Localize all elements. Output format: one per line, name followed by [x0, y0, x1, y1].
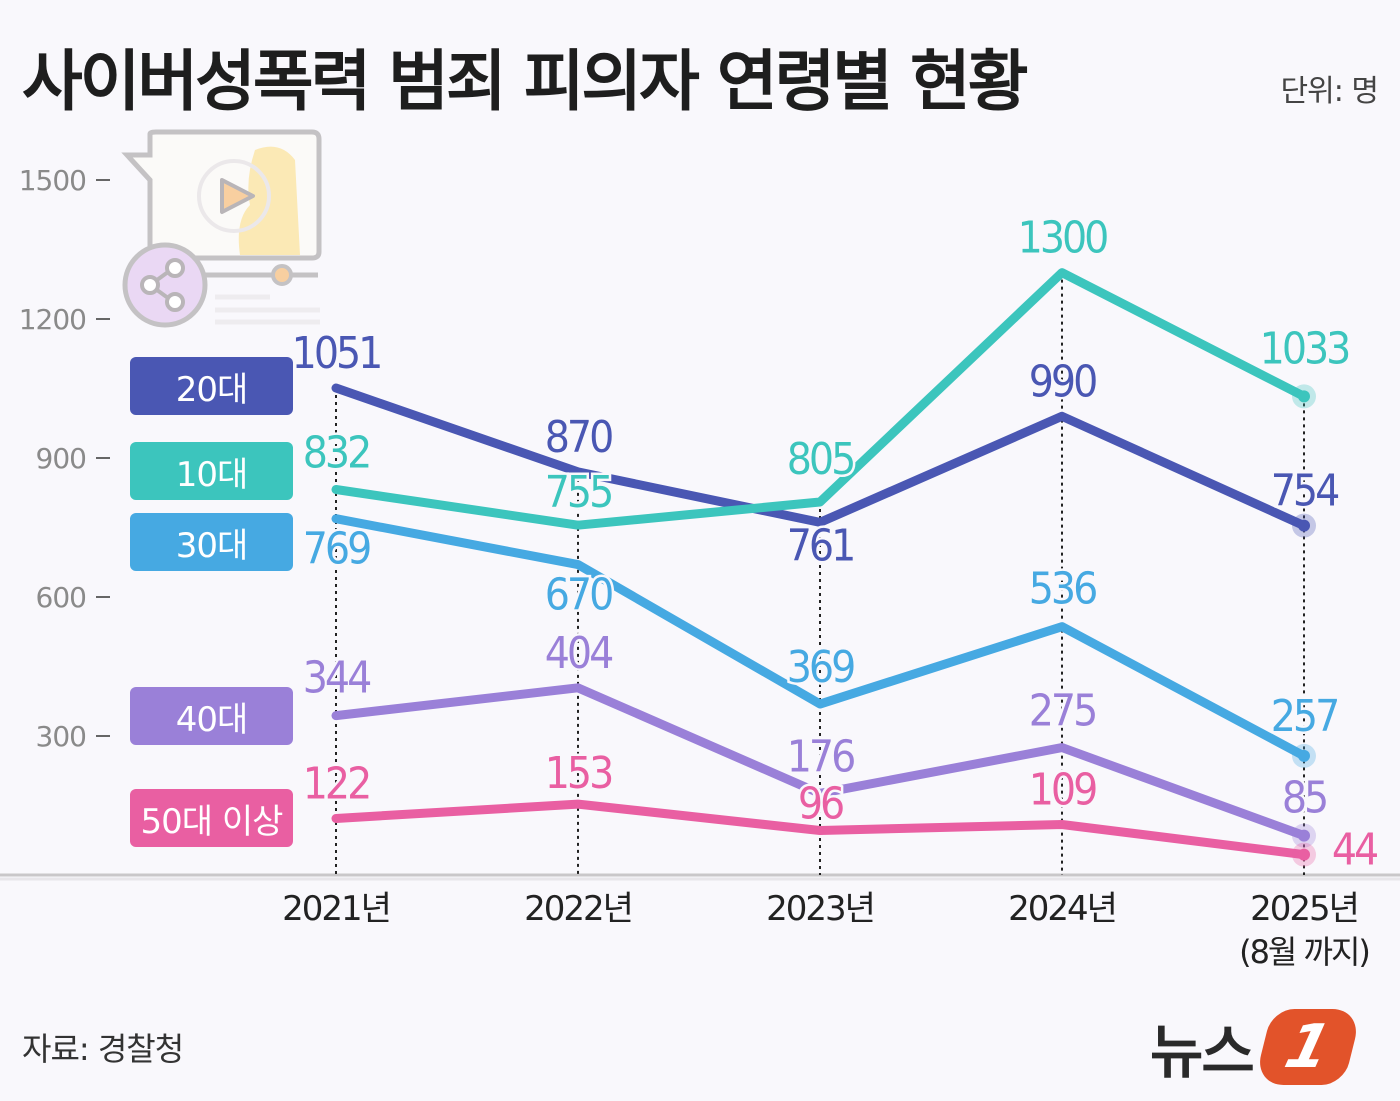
data-label: 153 — [545, 748, 612, 799]
data-point-core — [1298, 390, 1310, 403]
data-label: 85 — [1282, 773, 1326, 824]
data-point-core — [1298, 848, 1310, 861]
data-label: 275 — [1029, 686, 1096, 737]
source-label: 자료: 경찰청 — [22, 1030, 184, 1068]
data-point — [1058, 743, 1066, 752]
data-point — [332, 514, 340, 523]
data-label: 755 — [545, 467, 612, 518]
y-tick-label: 300 — [36, 720, 86, 753]
data-label: 761 — [787, 520, 854, 571]
data-point — [332, 384, 340, 393]
series-line-1 — [331, 268, 1309, 530]
data-point — [1058, 412, 1066, 421]
data-label: 754 — [1271, 466, 1338, 517]
data-label: 176 — [787, 731, 854, 782]
x-tick-label: 2025년 — [1250, 889, 1358, 929]
data-label: 536 — [1029, 564, 1096, 615]
data-point — [1058, 622, 1066, 631]
data-point — [816, 826, 824, 835]
x-tick-note: (8월 까지) — [1239, 933, 1369, 971]
data-point — [816, 498, 824, 507]
legend-40s: 40대 — [130, 687, 293, 745]
data-label: 1033 — [1260, 323, 1350, 374]
data-label: 122 — [303, 758, 370, 809]
data-point — [574, 560, 582, 569]
data-point — [574, 683, 582, 692]
x-tick-label: 2023년 — [766, 889, 874, 929]
data-point — [816, 518, 824, 527]
data-point — [816, 789, 824, 798]
data-point — [574, 521, 582, 530]
legend-20s: 20대 — [130, 357, 293, 415]
news1-logo: 뉴스 1 — [1150, 1005, 1363, 1089]
legend-50s-plus: 50대 이상 — [130, 789, 293, 847]
data-point — [816, 700, 824, 709]
data-label: 1051 — [292, 328, 381, 379]
data-label: 257 — [1271, 691, 1338, 742]
data-point-core — [1298, 829, 1310, 842]
y-tick-label: 1200 — [19, 303, 86, 336]
unit-label: 단위: 명 — [1280, 74, 1379, 109]
y-tick-label: 900 — [36, 442, 86, 475]
x-tick-label: 2022년 — [524, 889, 632, 929]
data-label: 990 — [1029, 356, 1096, 407]
legend-10s: 10대 — [130, 442, 293, 500]
data-point — [332, 485, 340, 494]
legend-30s: 30대 — [130, 513, 293, 571]
data-point — [1058, 820, 1066, 829]
data-label: 769 — [303, 524, 370, 575]
data-label: 44 — [1332, 825, 1377, 876]
data-label: 96 — [798, 779, 843, 830]
y-tick-label: 600 — [36, 581, 86, 614]
data-label: 870 — [545, 412, 612, 463]
data-label: 832 — [303, 428, 370, 479]
data-point — [574, 800, 582, 809]
data-point — [1058, 268, 1066, 277]
data-point-core — [1298, 749, 1310, 762]
data-point — [332, 711, 340, 720]
data-label: 670 — [545, 570, 612, 621]
data-label: 369 — [787, 642, 854, 693]
data-label: 109 — [1029, 764, 1096, 815]
data-label: 404 — [545, 628, 612, 679]
data-point — [574, 467, 582, 476]
data-point — [332, 814, 340, 823]
data-label: 1300 — [1018, 213, 1108, 264]
data-point-core — [1298, 519, 1310, 532]
x-tick-label: 2021년 — [282, 889, 390, 929]
data-label: 344 — [303, 653, 370, 704]
page-title: 사이버성폭력 범죄 피의자 연령별 현황 — [22, 43, 1028, 120]
data-label: 805 — [787, 434, 854, 485]
y-tick-label: 1500 — [19, 164, 86, 197]
illustration-icon — [121, 129, 322, 328]
x-tick-label: 2024년 — [1008, 889, 1116, 929]
